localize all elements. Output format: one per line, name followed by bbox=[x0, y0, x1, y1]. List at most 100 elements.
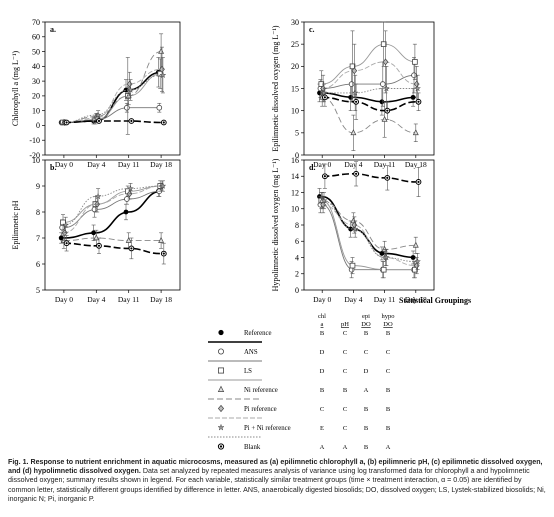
marker-center bbox=[162, 252, 165, 255]
data-point bbox=[350, 129, 357, 136]
legend-group-letter: C bbox=[343, 406, 347, 413]
data-point bbox=[159, 182, 167, 190]
legend-label: ANS bbox=[244, 349, 258, 356]
y-tick-label: 7 bbox=[36, 234, 40, 243]
y-axis-label: Epilimnetic pH bbox=[11, 200, 20, 249]
data-point bbox=[91, 206, 98, 213]
data-point bbox=[353, 170, 360, 177]
data-point bbox=[123, 87, 129, 93]
series-3 bbox=[318, 192, 418, 279]
legend-group-letter: B bbox=[364, 406, 369, 413]
series-line bbox=[322, 61, 416, 89]
y-tick-label: 20 bbox=[32, 92, 40, 101]
legend-group-letter: C bbox=[386, 368, 390, 375]
data-point bbox=[410, 94, 416, 100]
data-point bbox=[158, 236, 165, 243]
legend-group-letter: B bbox=[386, 406, 391, 413]
y-tick-label: 70 bbox=[32, 18, 40, 27]
y-tick-label: -10 bbox=[29, 136, 40, 145]
data-point bbox=[415, 179, 422, 185]
y-tick-label: 15 bbox=[291, 84, 299, 93]
x-tick-label: Day 0 bbox=[55, 295, 73, 304]
data-point bbox=[349, 63, 356, 70]
data-point bbox=[158, 47, 165, 54]
marker-center bbox=[323, 96, 326, 99]
data-point bbox=[160, 119, 167, 126]
data-point bbox=[415, 98, 422, 105]
data-point bbox=[382, 58, 389, 66]
chart-panel-3: c. 0 5 10 15 20 25 30 Day 0 Day 4 Day 11 Day 18 Epil… bbox=[271, 18, 435, 169]
y-tick-label: 10 bbox=[32, 156, 40, 165]
data-point bbox=[317, 90, 322, 96]
y-tick-label: 4 bbox=[295, 253, 299, 262]
legend-header-text: chl bbox=[318, 313, 326, 320]
data-point bbox=[412, 129, 419, 136]
series-4 bbox=[60, 229, 165, 249]
panel-label: d. bbox=[309, 163, 315, 172]
marker-center bbox=[65, 242, 68, 245]
series-6 bbox=[320, 192, 422, 270]
legend-group-letter: C bbox=[343, 349, 347, 356]
data-point bbox=[349, 262, 356, 269]
data-point bbox=[382, 253, 390, 261]
series-5 bbox=[61, 180, 165, 241]
series-line bbox=[63, 185, 162, 223]
data-point bbox=[412, 59, 418, 65]
y-tick-label: 16 bbox=[291, 156, 299, 165]
y-tick-label: 20 bbox=[291, 62, 299, 71]
data-point bbox=[63, 119, 70, 126]
legend-row-7: Blank A A B A bbox=[217, 443, 391, 451]
marker-center bbox=[355, 172, 358, 175]
data-point bbox=[412, 241, 419, 248]
y-tick-label: 40 bbox=[32, 62, 40, 71]
legend-group-letter: C bbox=[386, 349, 390, 356]
marker-center bbox=[323, 175, 326, 178]
data-point bbox=[320, 89, 328, 96]
y-axis-label: Hypolimnetic dissolved oxygen (mg L⁻¹) bbox=[271, 158, 280, 291]
legend-row-1: Reference B C B B bbox=[208, 329, 391, 343]
legend-header-text: pH bbox=[341, 321, 349, 328]
y-tick-label: 0 bbox=[295, 286, 299, 295]
data-point bbox=[126, 184, 135, 192]
series-7 bbox=[63, 235, 167, 265]
legend-row-5: Pi reference C C B B bbox=[208, 404, 391, 419]
legend-marker bbox=[217, 367, 224, 374]
x-tick-label: Day 11 bbox=[374, 295, 396, 304]
data-point bbox=[125, 236, 132, 243]
y-tick-label: 30 bbox=[32, 77, 40, 86]
data-point bbox=[322, 94, 328, 101]
legend-marker bbox=[217, 348, 224, 355]
legend-header: pH bbox=[341, 321, 349, 328]
data-point bbox=[380, 41, 387, 47]
legend-group-letter: B bbox=[386, 425, 391, 432]
panel-label: b. bbox=[50, 163, 56, 172]
data-point bbox=[351, 89, 359, 96]
legend-group-letter: C bbox=[343, 425, 347, 432]
y-tick-label: 10 bbox=[32, 106, 40, 115]
data-point bbox=[351, 67, 358, 75]
legend-header-text: hypo bbox=[382, 313, 395, 320]
y-tick-label: 60 bbox=[32, 33, 40, 42]
data-point bbox=[123, 209, 129, 215]
x-tick-label: Day 0 bbox=[313, 295, 331, 304]
marker-center bbox=[386, 176, 389, 179]
data-point bbox=[58, 235, 64, 241]
plot-frame bbox=[44, 21, 181, 156]
data-point bbox=[348, 81, 355, 87]
y-tick-label: 10 bbox=[291, 205, 299, 214]
data-point bbox=[348, 226, 354, 232]
chart-panel-1: a. -20 -10 0 10 20 30 40 50 60 70 Day 0 Day 4 Day 11 D… bbox=[11, 18, 181, 169]
y-tick-label: 0 bbox=[36, 121, 40, 130]
series-1 bbox=[317, 188, 416, 265]
data-point bbox=[126, 86, 135, 93]
data-point bbox=[384, 107, 391, 114]
y-tick-label: 10 bbox=[291, 106, 299, 115]
legend-group-letter: B bbox=[320, 330, 325, 337]
marker-center bbox=[65, 121, 68, 124]
legend-marker bbox=[217, 443, 225, 450]
y-tick-label: 0 bbox=[295, 151, 299, 160]
data-point bbox=[379, 251, 385, 256]
data-point bbox=[159, 65, 165, 73]
y-axis-label: Chlorophyll a (mg L⁻¹) bbox=[11, 51, 20, 127]
